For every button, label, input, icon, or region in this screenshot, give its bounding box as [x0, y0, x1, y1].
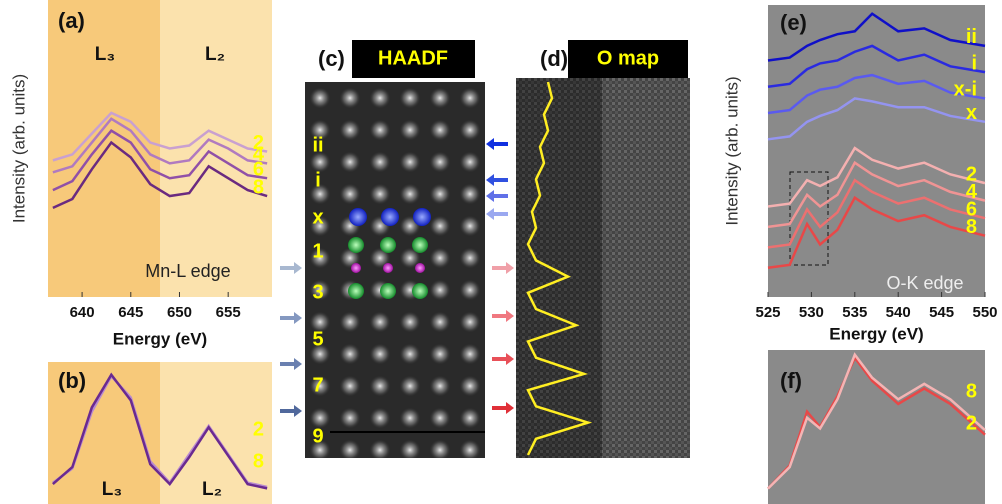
panel-title: HAADF: [378, 47, 448, 69]
panel-label: (b): [58, 368, 86, 393]
x-tick-label: 645: [118, 304, 143, 321]
edge-label: L₃: [95, 44, 115, 65]
row-label: 3: [312, 281, 323, 303]
panel-label: (e): [780, 10, 807, 35]
figure: (c) HAADF iiix135796406456506552468Energ…: [0, 0, 1002, 504]
legend-label: x-i: [954, 79, 977, 101]
legend-label: 8: [253, 450, 264, 472]
edge-label: L₂: [205, 44, 225, 65]
y-axis-label: Intensity (arb. units): [9, 74, 28, 223]
row-label: i: [315, 169, 321, 191]
x-tick-label: 530: [799, 304, 824, 321]
row-label: ii: [312, 134, 323, 156]
x-axis-label: Energy (eV): [829, 324, 923, 343]
x-tick-label: 540: [886, 304, 911, 321]
x-tick-label: 650: [167, 304, 192, 321]
image-shade: [516, 78, 602, 458]
row-label: 1: [312, 240, 323, 262]
panel-label: (a): [58, 8, 85, 33]
y-axis-label: Intensity (arb. units): [722, 76, 741, 225]
row-label: x: [312, 206, 323, 228]
legend-label: i: [971, 52, 977, 74]
page: {"chart_data":[ {"type":"line","label":"…: [0, 0, 1002, 504]
x-tick-label: 640: [70, 304, 95, 321]
legend-label: ii: [966, 26, 977, 48]
panel-label: (f): [780, 368, 802, 393]
legend-label: 2: [966, 412, 977, 434]
x-tick-label: 545: [929, 304, 954, 321]
row-label: 7: [312, 374, 323, 396]
x-axis-label: Energy (eV): [113, 329, 207, 348]
row-label: 5: [312, 328, 323, 350]
legend-label: 8: [253, 176, 264, 198]
x-tick-label: 525: [755, 304, 780, 321]
annotation: Mn-L edge: [145, 261, 230, 281]
annotation: O-K edge: [886, 273, 963, 293]
x-tick-label: 550: [972, 304, 997, 321]
legend-label: 8: [966, 216, 977, 238]
x-tick-label: 535: [842, 304, 867, 321]
edge-label: L₃: [102, 479, 122, 500]
legend-label: 2: [253, 418, 264, 440]
row-label: 9: [312, 425, 323, 447]
x-tick-label: 655: [216, 304, 241, 321]
legend-label: x: [966, 102, 977, 124]
panel-label: (d): [540, 46, 568, 71]
legend-label: 8: [966, 380, 977, 402]
panel-label: (c): [318, 46, 345, 71]
panel-title: O map: [597, 47, 659, 69]
haadf-image: [305, 82, 485, 458]
edge-label: L₂: [202, 479, 222, 500]
